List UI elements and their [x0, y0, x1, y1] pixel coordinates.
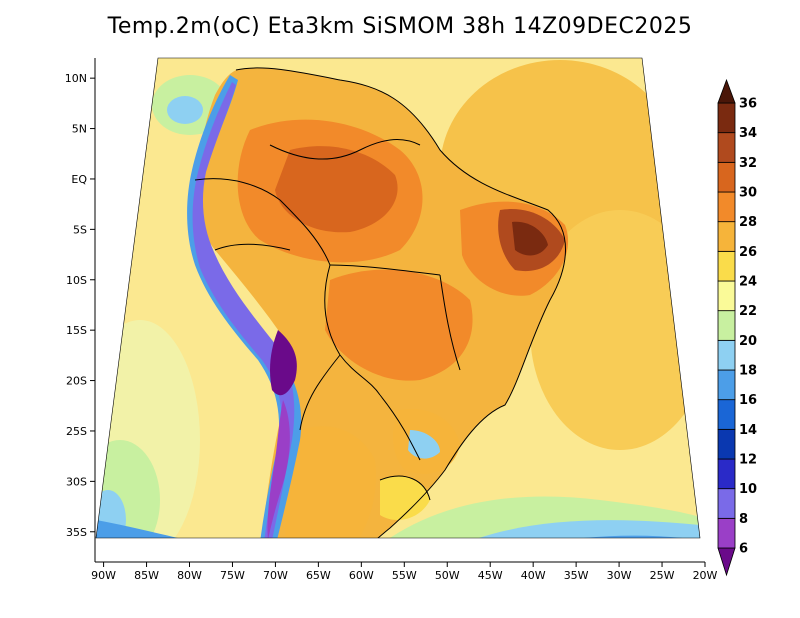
colorbar-level-label: 36 — [739, 97, 757, 112]
lat-tick-label: 10S — [66, 274, 87, 287]
colorbar-box — [717, 161, 736, 193]
lat-tick-group: 10N 5N EQ 5S 10S 15S 20S 25S 30S 35S — [65, 72, 95, 539]
colorbar-box — [717, 102, 736, 134]
colorbar-level-label: 30 — [739, 186, 757, 201]
lon-tick-label: 35W — [564, 569, 589, 582]
colorbar-box — [717, 428, 736, 460]
lat-tick-label: 30S — [66, 475, 87, 488]
lat-tick-label: 25S — [66, 425, 87, 438]
lon-tick-label: 85W — [134, 569, 159, 582]
colorbar-level-label: 10 — [739, 482, 757, 497]
lat-tick-label: 20S — [66, 375, 87, 388]
colorbar-level-label: 8 — [739, 512, 748, 527]
colorbar-box — [717, 369, 736, 401]
lon-tick-label: 45W — [478, 569, 503, 582]
lon-tick-label: 25W — [650, 569, 675, 582]
lon-tick-label: 50W — [435, 569, 460, 582]
colorbar-level-label: 22 — [739, 304, 757, 319]
lon-tick-group: 90W 85W 80W 75W 70W 65W 60W 55W 50W 45W 40W 35W 30W 2… — [91, 562, 718, 582]
lon-tick-label: 75W — [220, 569, 245, 582]
lat-tick-label: 5S — [73, 223, 87, 236]
colorbar-level-label: 14 — [739, 423, 757, 438]
colorbar-box — [717, 458, 736, 490]
lon-tick-label: 40W — [521, 569, 546, 582]
andes-field — [187, 75, 302, 538]
colorbar-box — [717, 132, 736, 163]
country-borders — [194, 67, 566, 538]
colorbar-level-label: 24 — [739, 275, 757, 290]
lat-tick-label: EQ — [71, 173, 87, 186]
lat-tick-label: 15S — [66, 324, 87, 337]
colorbar-level-label: 20 — [739, 334, 757, 349]
lon-tick-label: 65W — [306, 569, 331, 582]
colorbar: 6 8 10 12 14 16 18 20 22 24 26 28 30 32 34 36 — [717, 78, 757, 577]
colorbar-level-label: 26 — [739, 245, 757, 260]
lon-tick-label: 80W — [177, 569, 202, 582]
colorbar-level-label: 6 — [739, 542, 748, 557]
colorbar-level-label: 18 — [739, 364, 757, 379]
colorbar-level-label: 34 — [739, 126, 757, 141]
colorbar-box — [717, 399, 736, 430]
lon-tick-label: 55W — [392, 569, 417, 582]
colorbar-box — [717, 280, 736, 312]
colorbar-level-label: 32 — [739, 156, 757, 171]
colorbar-level-label: 12 — [739, 453, 757, 468]
lon-tick-label: 60W — [349, 569, 374, 582]
andes-inner — [192, 82, 295, 538]
colorbar-box — [717, 250, 736, 282]
colorbar-level-label: 28 — [739, 215, 757, 230]
lon-tick-label: 30W — [607, 569, 632, 582]
colorbar-box — [717, 517, 736, 549]
lat-tick-label: 10N — [65, 72, 87, 85]
colorbar-low-triangle — [717, 547, 736, 577]
lon-tick-label: 20W — [693, 569, 718, 582]
colorbar-level-label: 16 — [739, 393, 757, 408]
colorbar-box — [717, 339, 736, 371]
map-title: Temp.2m(oC) Eta3km SiSMOM 38h 14Z09DEC20… — [107, 14, 693, 39]
colorbar-box — [717, 221, 736, 252]
lon-tick-label: 70W — [263, 569, 288, 582]
domain-frame — [95, 57, 701, 539]
colorbar-high-triangle — [717, 78, 736, 104]
colorbar-box — [717, 488, 736, 519]
colorbar-box — [717, 191, 736, 223]
lat-tick-label: 35S — [66, 526, 87, 539]
colorbar-box — [717, 310, 736, 341]
lon-tick-label: 90W — [91, 569, 116, 582]
lat-tick-label: 5N — [72, 123, 87, 136]
